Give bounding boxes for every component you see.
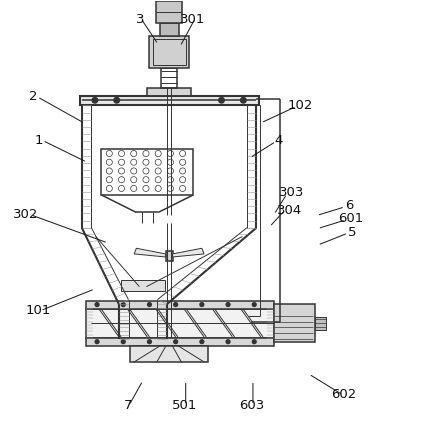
Bar bbox=[159, 22, 179, 35]
Circle shape bbox=[199, 302, 205, 307]
Circle shape bbox=[240, 97, 247, 104]
Text: 602: 602 bbox=[331, 388, 356, 401]
Bar bbox=[130, 346, 208, 362]
Bar bbox=[166, 251, 173, 261]
Bar bbox=[80, 96, 259, 106]
Circle shape bbox=[120, 339, 126, 344]
Circle shape bbox=[173, 302, 178, 307]
Text: 601: 601 bbox=[338, 212, 363, 226]
Circle shape bbox=[91, 97, 98, 104]
Text: 5: 5 bbox=[348, 226, 357, 239]
Circle shape bbox=[147, 339, 152, 344]
Text: 2: 2 bbox=[29, 90, 37, 103]
Bar bbox=[161, 68, 177, 88]
Circle shape bbox=[94, 339, 100, 344]
Polygon shape bbox=[173, 248, 204, 257]
Bar bbox=[315, 317, 326, 330]
Bar bbox=[86, 308, 274, 338]
Circle shape bbox=[173, 339, 178, 344]
Bar bbox=[156, 1, 182, 22]
Text: 302: 302 bbox=[13, 208, 39, 221]
Text: 4: 4 bbox=[274, 134, 283, 147]
Circle shape bbox=[120, 302, 126, 307]
Circle shape bbox=[113, 97, 120, 104]
Bar bbox=[147, 88, 191, 96]
Circle shape bbox=[218, 97, 225, 104]
Circle shape bbox=[94, 302, 100, 307]
Circle shape bbox=[199, 339, 205, 344]
Text: 102: 102 bbox=[288, 99, 313, 112]
Text: 101: 101 bbox=[25, 304, 51, 317]
Bar bbox=[86, 338, 274, 346]
Text: 603: 603 bbox=[239, 399, 264, 412]
Text: 501: 501 bbox=[172, 399, 197, 412]
Circle shape bbox=[252, 339, 257, 344]
Polygon shape bbox=[134, 248, 166, 257]
Text: 301: 301 bbox=[180, 13, 206, 25]
Text: 6: 6 bbox=[345, 199, 354, 212]
Bar bbox=[149, 35, 189, 68]
Text: 303: 303 bbox=[279, 186, 304, 199]
Circle shape bbox=[225, 302, 231, 307]
Bar bbox=[101, 149, 193, 195]
Text: 1: 1 bbox=[35, 134, 43, 147]
Bar bbox=[152, 39, 186, 65]
Bar bbox=[274, 304, 315, 342]
Text: 3: 3 bbox=[136, 13, 145, 25]
Bar bbox=[121, 280, 165, 291]
Text: 304: 304 bbox=[276, 204, 302, 217]
Bar bbox=[86, 300, 274, 308]
Circle shape bbox=[252, 302, 257, 307]
Circle shape bbox=[147, 302, 152, 307]
Text: 7: 7 bbox=[124, 399, 132, 412]
Circle shape bbox=[225, 339, 231, 344]
